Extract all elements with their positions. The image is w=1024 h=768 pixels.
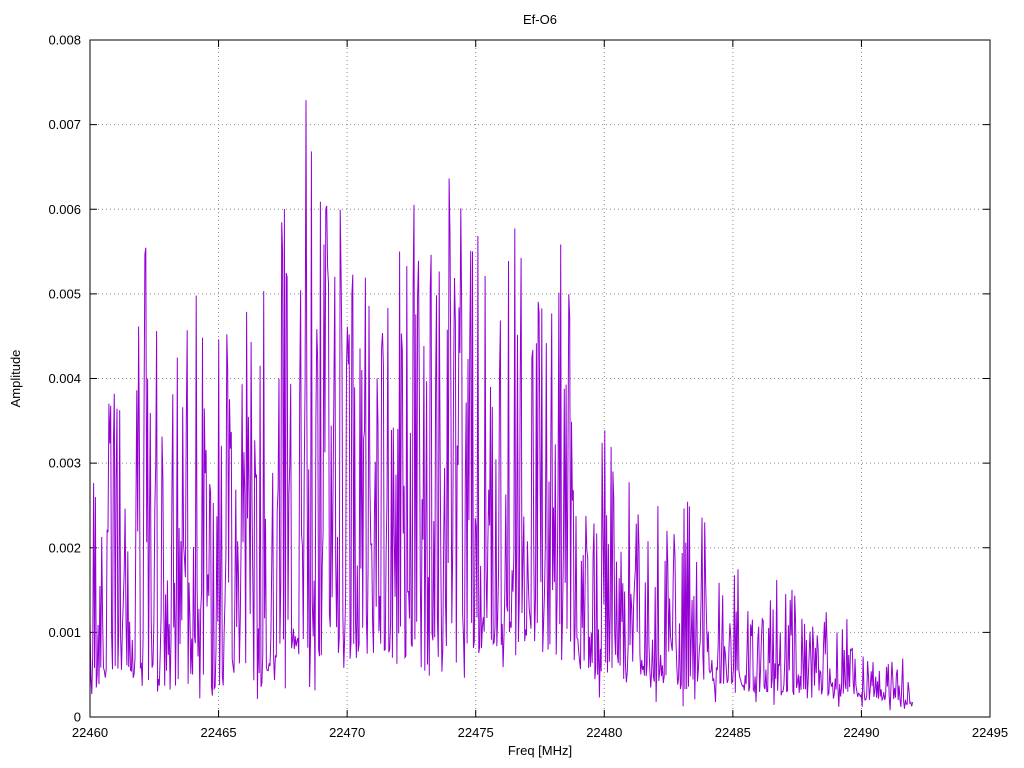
x-tick-label: 22490 bbox=[843, 725, 879, 740]
x-tick-label: 22485 bbox=[715, 725, 751, 740]
x-tick-label: 22480 bbox=[586, 725, 622, 740]
y-axis-label: Amplitude bbox=[8, 350, 23, 408]
x-tick-label: 22460 bbox=[72, 725, 108, 740]
x-tick-label: 22475 bbox=[458, 725, 494, 740]
y-tick-label: 0.008 bbox=[48, 33, 81, 48]
y-tick-label: 0.001 bbox=[48, 625, 81, 640]
y-tick-label: 0.007 bbox=[48, 117, 81, 132]
chart-title: Ef-O6 bbox=[523, 12, 557, 27]
y-tick-label: 0.005 bbox=[48, 286, 81, 301]
x-axis-label: Freq [MHz] bbox=[508, 743, 572, 758]
y-tick-label: 0.003 bbox=[48, 456, 81, 471]
plot-border bbox=[89, 39, 991, 718]
y-tick-label: 0.006 bbox=[48, 202, 81, 217]
y-tick-label: 0.004 bbox=[48, 371, 81, 386]
series-line bbox=[89, 100, 914, 711]
y-tick-label: 0 bbox=[74, 710, 81, 725]
x-tick-label: 22495 bbox=[972, 725, 1008, 740]
y-tick-label: 0.002 bbox=[48, 540, 81, 555]
x-tick-label: 22470 bbox=[329, 725, 365, 740]
x-tick-label: 22465 bbox=[200, 725, 236, 740]
